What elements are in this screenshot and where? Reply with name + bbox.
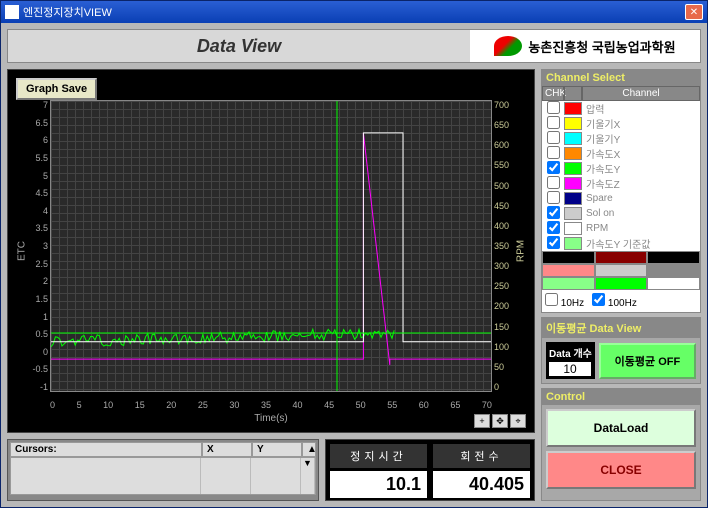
control-panel: Control DataLoad CLOSE (541, 388, 701, 501)
stop-time-value: 10.1 (330, 471, 427, 498)
pan-tool-icon[interactable]: ✥ (492, 414, 508, 428)
channel-row[interactable]: 가속도Y 기준값 (542, 236, 700, 251)
page-title: Data View (8, 36, 470, 57)
channel-checkbox[interactable] (547, 101, 560, 114)
cursors-scroll-down-icon[interactable]: ▼ (301, 458, 315, 494)
channel-color-swatch (564, 117, 582, 130)
org-name: 농촌진흥청 국립농업과학원 (528, 37, 675, 56)
org-logo-area: 농촌진흥청 국립농업과학원 (470, 30, 700, 62)
channel-checkbox[interactable] (547, 131, 560, 144)
window-title: 엔진정지장치VIEW (23, 4, 112, 20)
header-bar: Data View 농촌진흥청 국립농업과학원 (7, 29, 701, 63)
readout-panel: 정지시간 10.1 회전수 40.405 (325, 439, 535, 501)
channel-row[interactable]: 압력 (542, 101, 700, 116)
channel-row[interactable]: Spare (542, 191, 700, 206)
stop-time-label: 정지시간 (330, 444, 427, 468)
channel-name: 기울기Y (582, 131, 700, 146)
channel-select-title: Channel Select (542, 70, 700, 86)
cursor-tool-icon[interactable]: ⌖ (510, 414, 526, 428)
cursors-col-x: X (202, 442, 252, 457)
channel-color-swatch (564, 147, 582, 160)
channel-row[interactable]: RPM (542, 221, 700, 236)
hz-row: 10Hz 100Hz (542, 290, 700, 312)
channel-color-swatch (564, 132, 582, 145)
channel-name: 가속도Y (582, 161, 700, 176)
logo-icon (494, 36, 522, 56)
moving-avg-off-button[interactable]: 이동평균 OFF (599, 343, 696, 379)
channel-name: 압력 (582, 101, 700, 116)
zoom-tool-icon[interactable]: + (474, 414, 490, 428)
data-count-value[interactable]: 10 (549, 362, 591, 376)
data-count-box: Data 개수 10 (546, 342, 595, 379)
hz10-checkbox[interactable]: 10Hz (545, 293, 584, 309)
titlebar[interactable]: ▶ 엔진정지장치VIEW ✕ (1, 1, 707, 23)
close-window-icon[interactable]: ✕ (685, 4, 703, 20)
channel-color-swatch (564, 177, 582, 190)
channel-name: 가속도X (582, 146, 700, 161)
channel-name: RPM (582, 223, 700, 234)
graph-panel: Graph Save ETC RPM 76.565.554.543.532.52… (7, 69, 535, 433)
channel-name: 가속도Y 기준값 (582, 236, 700, 251)
cursors-scroll-up-icon[interactable]: ▲ (302, 442, 316, 457)
chart-svg (51, 101, 491, 391)
graph-save-button[interactable]: Graph Save (16, 78, 97, 100)
palette-row (542, 277, 700, 290)
channel-row[interactable]: 기울기X (542, 116, 700, 131)
cursors-col-y: Y (252, 442, 302, 457)
y-axis-right: 7006506005505004504003503002502001501005… (494, 100, 516, 392)
rpm-value: 40.405 (433, 471, 530, 498)
y-axis-left-label: ETC (17, 241, 28, 261)
app-icon: ▶ (5, 5, 19, 19)
moving-avg-title: 이동평균 Data View (542, 318, 700, 338)
y-axis-left: 76.565.554.543.532.521.510.50-0.5-1 (28, 100, 48, 392)
channel-col-chk: CHK (542, 86, 564, 101)
cursors-header: Cursors: X Y ▲ (10, 442, 316, 457)
chart-area[interactable] (50, 100, 492, 392)
chart-toolbar: + ✥ ⌖ (474, 414, 526, 428)
channel-row[interactable]: 기울기Y (542, 131, 700, 146)
channel-checkbox[interactable] (547, 161, 560, 174)
channel-checkbox[interactable] (547, 116, 560, 129)
channel-color-swatch (564, 192, 582, 205)
channel-color-swatch (564, 222, 582, 235)
channel-color-swatch (564, 162, 582, 175)
palette-row (542, 251, 700, 264)
channel-row[interactable]: 가속도Z (542, 176, 700, 191)
channel-select-panel: Channel Select CHK Channel 압력 기울기X 기울기Y … (541, 69, 701, 313)
y-axis-right-label: RPM (515, 240, 526, 262)
channel-row[interactable]: 가속도X (542, 146, 700, 161)
channel-name: 가속도Z (582, 176, 700, 191)
x-axis: 0510152025303540455055606570 (50, 400, 492, 410)
channel-name: Spare (582, 193, 700, 204)
cursors-col-name: Cursors: (10, 442, 202, 457)
channel-checkbox[interactable] (547, 191, 560, 204)
hz100-checkbox[interactable]: 100Hz (592, 293, 637, 309)
channel-checkbox[interactable] (547, 221, 560, 234)
dataload-button[interactable]: DataLoad (546, 409, 696, 447)
channel-color-swatch (564, 237, 582, 250)
rpm-label: 회전수 (433, 444, 530, 468)
cursors-body[interactable]: ▼ (10, 457, 316, 495)
channel-name: 기울기X (582, 116, 700, 131)
channel-color-swatch (564, 102, 582, 115)
channel-checkbox[interactable] (547, 176, 560, 189)
palette-row (542, 264, 700, 277)
app-body: Data View 농촌진흥청 국립농업과학원 Graph Save ETC R… (1, 23, 707, 507)
app-window: ▶ 엔진정지장치VIEW ✕ Data View 농촌진흥청 국립농업과학원 G… (0, 0, 708, 508)
moving-avg-panel: 이동평균 Data View Data 개수 10 이동평균 OFF (541, 317, 701, 384)
control-title: Control (542, 389, 700, 405)
channel-name: Sol on (582, 208, 700, 219)
x-axis-label: Time(s) (254, 413, 288, 424)
channel-checkbox[interactable] (547, 146, 560, 159)
cursors-panel: Cursors: X Y ▲ ▼ (7, 439, 319, 501)
channel-col-name: Channel (582, 86, 700, 101)
close-button[interactable]: CLOSE (546, 451, 696, 489)
channel-row[interactable]: 가속도Y (542, 161, 700, 176)
channel-checkbox[interactable] (547, 206, 560, 219)
channel-color-swatch (564, 207, 582, 220)
channel-row[interactable]: Sol on (542, 206, 700, 221)
channel-checkbox[interactable] (547, 236, 560, 249)
data-count-label: Data 개수 (549, 345, 592, 360)
